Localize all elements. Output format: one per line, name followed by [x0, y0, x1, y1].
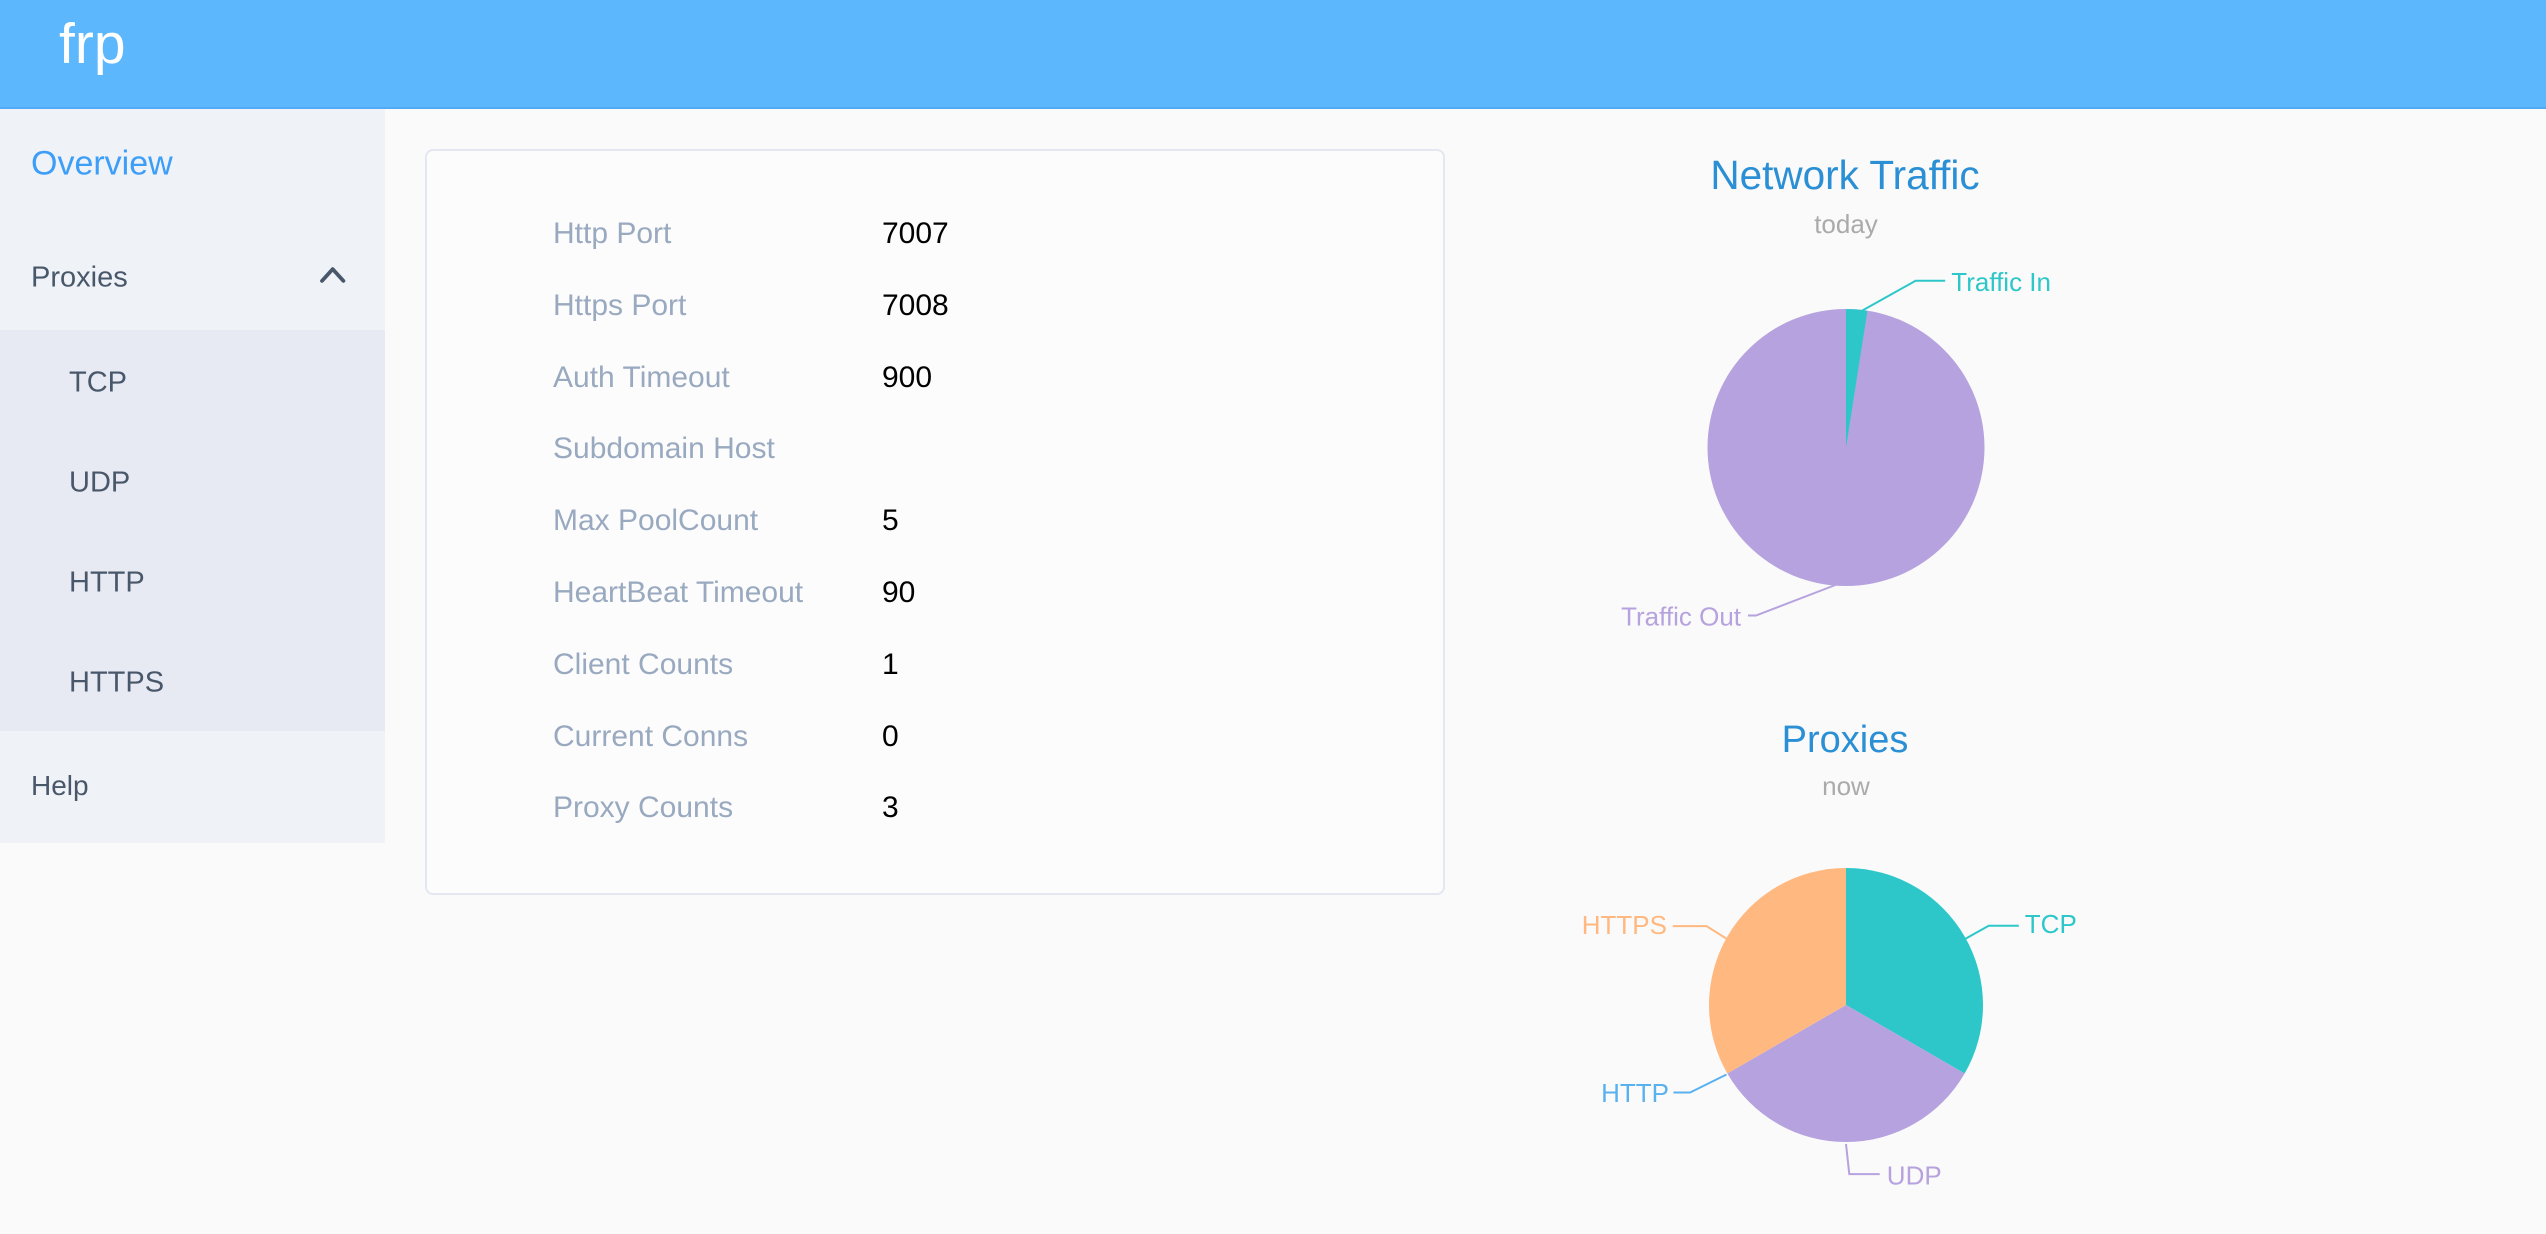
svg-text:UDP: UDP	[1887, 1161, 1942, 1191]
svg-text:Network Traffic: Network Traffic	[1710, 152, 1979, 198]
svg-text:HTTPS: HTTPS	[1582, 910, 1667, 940]
svg-text:HTTP: HTTP	[1601, 1078, 1669, 1108]
svg-text:today: today	[1814, 209, 1878, 239]
svg-text:TCP: TCP	[2025, 909, 2077, 939]
svg-text:now: now	[1822, 771, 1870, 801]
svg-text:Proxies: Proxies	[1782, 719, 1909, 761]
svg-text:Traffic Out: Traffic Out	[1621, 602, 1742, 632]
svg-text:Traffic In: Traffic In	[1951, 267, 2051, 297]
